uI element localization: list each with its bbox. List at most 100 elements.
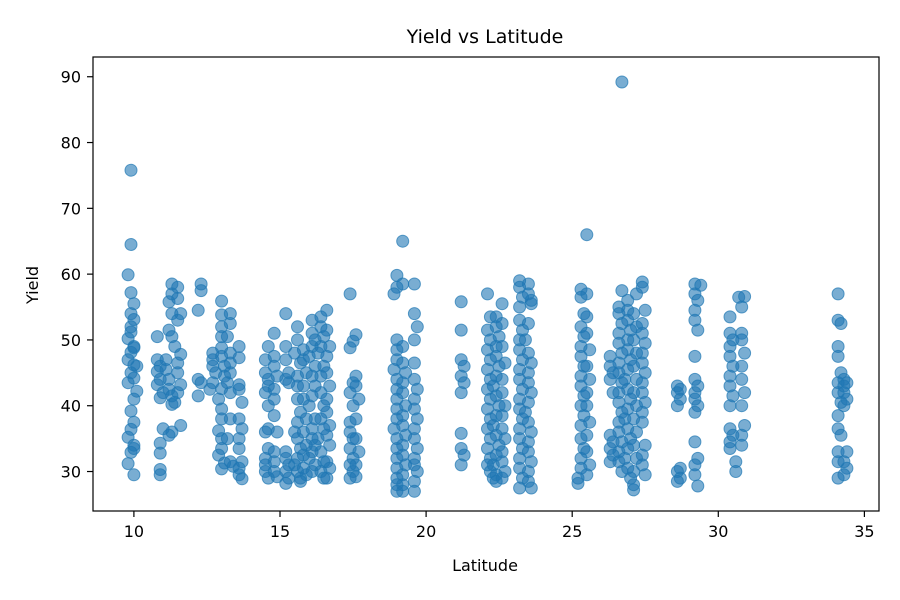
data-point (232, 351, 246, 365)
data-point (223, 317, 237, 330)
data-point (320, 392, 334, 406)
data-point (627, 483, 641, 497)
data-point (124, 404, 138, 418)
data-point (580, 468, 594, 482)
data-point (267, 409, 281, 423)
data-point (127, 392, 141, 406)
data-point (396, 340, 410, 353)
data-point (495, 317, 509, 330)
data-point (320, 366, 334, 380)
data-point (670, 474, 684, 488)
data-point (323, 438, 337, 452)
data-point (387, 287, 401, 301)
data-point (495, 409, 509, 423)
data-point (124, 163, 138, 177)
data-point (279, 353, 293, 367)
data-point (407, 333, 421, 347)
data-point (615, 75, 629, 89)
data-point (840, 376, 854, 390)
data-point (627, 438, 641, 452)
data-point (688, 349, 702, 363)
data-point (691, 479, 705, 493)
y-tick-label: 40 (61, 397, 81, 416)
data-point (291, 333, 304, 347)
data-point (302, 399, 316, 413)
data-point (267, 326, 281, 340)
data-point (638, 468, 652, 482)
data-point (349, 379, 363, 393)
data-point (171, 292, 185, 305)
data-point (162, 428, 176, 442)
data-point (291, 320, 304, 334)
data-point (349, 432, 363, 446)
data-point (495, 340, 509, 353)
data-point (349, 412, 363, 426)
data-point (124, 320, 138, 334)
y-tick-label: 30 (61, 463, 81, 482)
y-tick-label: 60 (61, 265, 81, 284)
data-point (521, 317, 535, 330)
data-point (723, 442, 737, 455)
data-point (220, 330, 234, 344)
data-point (627, 307, 641, 321)
data-point (673, 382, 687, 396)
data-point (349, 328, 363, 342)
data-point (834, 317, 848, 330)
data-point (279, 340, 293, 353)
x-tick-label: 10 (124, 522, 144, 541)
data-point (670, 399, 684, 413)
data-point (735, 399, 749, 413)
data-point (168, 395, 182, 409)
data-point (495, 471, 509, 485)
data-point (124, 286, 138, 300)
data-point (320, 471, 334, 485)
data-point (580, 228, 594, 242)
data-point (498, 432, 512, 446)
data-point (320, 323, 334, 337)
data-point (580, 287, 594, 301)
data-point (130, 359, 144, 373)
y-tick-label: 70 (61, 199, 81, 218)
plot-points (121, 75, 854, 498)
data-point (320, 303, 334, 317)
data-point (296, 379, 310, 393)
data-point (294, 474, 307, 488)
chart-title: Yield vs Latitude (406, 26, 564, 48)
x-axis: 10 15 20 25 30 35 (124, 511, 875, 541)
data-point (258, 425, 272, 439)
data-point (407, 484, 421, 498)
data-point (454, 426, 468, 440)
data-point (635, 280, 649, 294)
data-point (603, 372, 617, 386)
data-point (495, 372, 509, 386)
data-point (203, 382, 217, 396)
data-point (127, 341, 141, 355)
data-point (454, 386, 468, 400)
data-point (320, 349, 334, 363)
y-tick-label: 50 (61, 331, 81, 350)
data-point (688, 405, 702, 419)
y-tick-label: 80 (61, 134, 81, 153)
data-point (735, 333, 749, 347)
data-point (691, 323, 705, 337)
data-point (396, 234, 410, 248)
data-point (627, 333, 641, 347)
data-point (153, 446, 167, 460)
data-point (396, 386, 410, 400)
data-point (580, 386, 594, 400)
data-point (831, 287, 845, 301)
data-point (454, 323, 468, 337)
data-point (127, 468, 141, 482)
y-axis: 30 40 50 60 70 80 90 (61, 68, 93, 482)
data-point (171, 280, 185, 294)
data-point (121, 457, 135, 471)
data-point (688, 468, 702, 482)
x-tick-label: 15 (270, 522, 290, 541)
data-point (127, 442, 141, 455)
data-point (583, 372, 597, 386)
data-point (831, 349, 845, 363)
data-point (495, 297, 509, 311)
data-point (454, 458, 468, 472)
data-point (191, 303, 205, 317)
